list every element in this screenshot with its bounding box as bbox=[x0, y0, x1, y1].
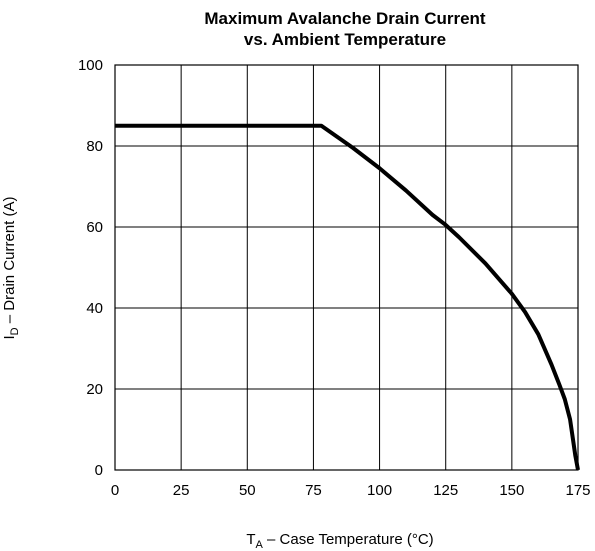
x-axis-label: TA – Case Temperature (°C) bbox=[246, 531, 433, 551]
y-tick-label: 40 bbox=[86, 300, 103, 317]
chart-title-line-1: Maximum Avalanche Drain Current bbox=[204, 9, 486, 28]
x-tick-label: 125 bbox=[433, 482, 458, 499]
series bbox=[115, 123, 580, 471]
x-tick-label: 150 bbox=[499, 482, 524, 499]
y-tick-label: 0 bbox=[95, 462, 103, 479]
x-axis-label-subscript: A bbox=[256, 539, 264, 551]
y-axis-label: ID – Drain Current (A) bbox=[1, 197, 21, 340]
x-tick-label: 175 bbox=[565, 482, 590, 499]
y-tick-label: 100 bbox=[78, 57, 103, 74]
x-tick-label: 0 bbox=[111, 482, 119, 499]
y-tick-label: 20 bbox=[86, 381, 103, 398]
x-tick-label: 75 bbox=[305, 482, 322, 499]
y-tick-label: 80 bbox=[86, 138, 103, 155]
plot-frame bbox=[114, 64, 579, 471]
y-axis-label-rest: – Drain Current (A) bbox=[1, 197, 18, 328]
y-axis-label-subscript: D bbox=[9, 327, 21, 335]
x-axis-label-rest: – Case Temperature (°C) bbox=[263, 531, 434, 548]
x-tick-labels: 0 25 50 75 100 125 150 175 bbox=[111, 482, 591, 499]
y-axis-label-main: I bbox=[1, 335, 18, 339]
x-tick-label: 50 bbox=[239, 482, 256, 499]
chart-title-line-2: vs. Ambient Temperature bbox=[244, 30, 446, 49]
x-axis-label-main: T bbox=[246, 531, 255, 548]
x-tick-label: 100 bbox=[367, 482, 392, 499]
x-tick-label: 25 bbox=[173, 482, 190, 499]
y-tick-label: 60 bbox=[86, 219, 103, 236]
y-tick-labels: 0 20 40 60 80 100 bbox=[78, 57, 103, 479]
series-line bbox=[115, 123, 580, 471]
